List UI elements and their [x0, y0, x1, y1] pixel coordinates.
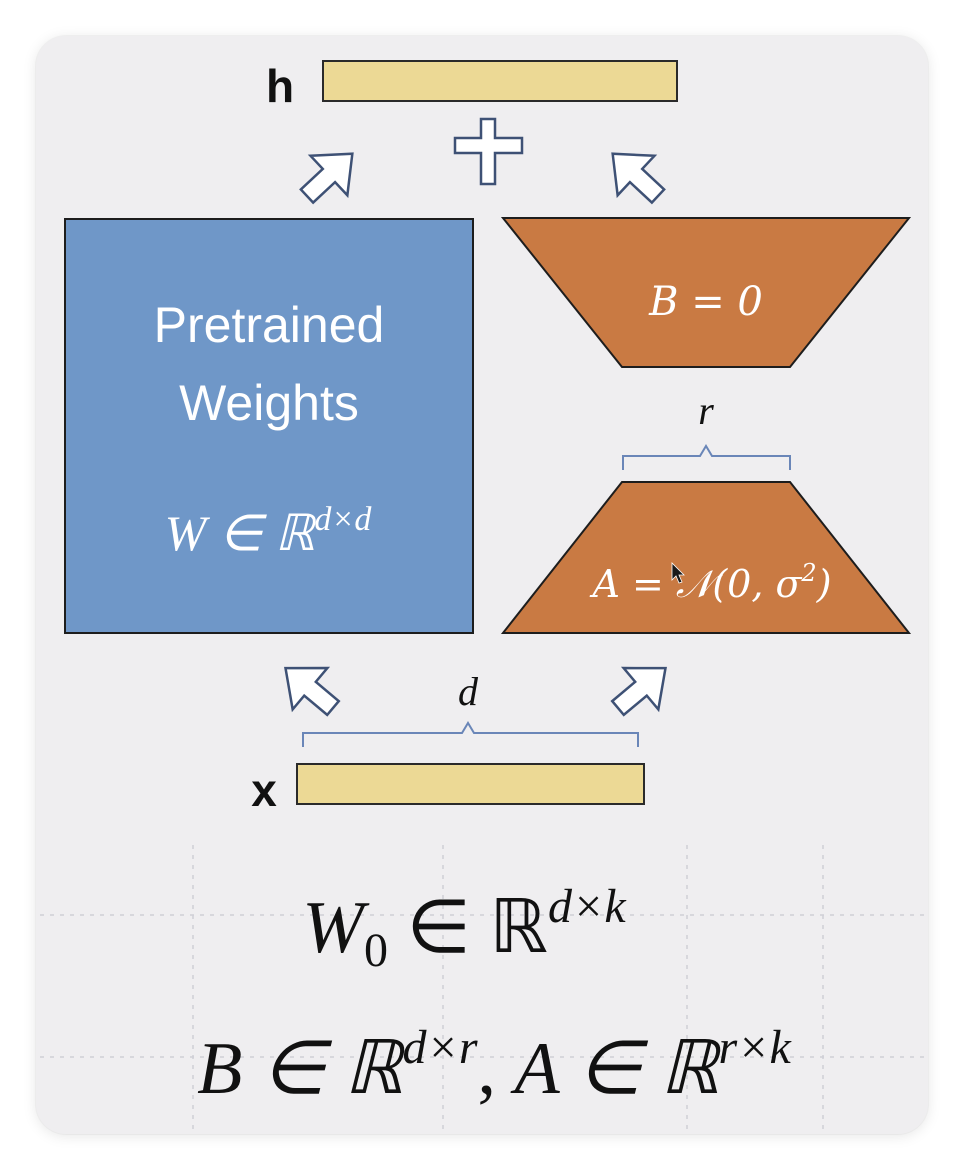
x-label: x — [251, 764, 277, 816]
weights-label: Weights — [179, 375, 359, 431]
mouse-cursor-icon — [671, 562, 685, 584]
equation-a-sup: r×k — [718, 1021, 792, 1074]
pretrained-math-sup: d×d — [314, 501, 372, 538]
r-label: r — [698, 388, 714, 433]
equation-a-base: A ∈ ℝ — [510, 1028, 722, 1110]
pretrained-math: W ∈ ℝd×d — [165, 501, 373, 561]
equation-w0-base: W — [302, 887, 370, 969]
equation-b-sup: d×r — [402, 1021, 477, 1074]
plus-icon — [453, 117, 524, 186]
arrow-up-right-bottom — [599, 646, 685, 730]
d-label: d — [458, 669, 479, 714]
equation-w0: W0 ∈ ℝd×k — [302, 880, 627, 977]
x-vector — [296, 763, 645, 805]
b-matrix-block — [500, 217, 912, 368]
arrow-up-left-bottom — [266, 646, 352, 730]
a-label-pre: A = 𝒩(0, σ — [589, 562, 802, 606]
pretrained-weights-block — [64, 218, 474, 634]
r-brace — [622, 444, 791, 470]
a-label-post: ) — [816, 562, 832, 606]
equation-w0-mid: ∈ ℝ — [388, 887, 548, 969]
a-matrix-block — [500, 481, 912, 634]
pretrained-math-base: W ∈ ℝ — [165, 505, 317, 561]
equation-b-base: B ∈ ℝ — [197, 1028, 406, 1110]
pretrained-label: Pretrained — [154, 297, 385, 353]
arrow-up-left-top — [592, 132, 678, 217]
background-grid — [40, 845, 925, 1130]
h-label: h — [266, 60, 294, 112]
equation-comma: , — [478, 1028, 515, 1110]
arrow-up-right-top — [287, 132, 373, 217]
a-label-sup: 2 — [800, 559, 816, 587]
a-label: A = 𝒩(0, σ2) — [589, 559, 831, 606]
equation-w0-sub: 0 — [364, 924, 388, 977]
d-brace — [302, 721, 639, 747]
b-label: B = 0 — [648, 279, 763, 325]
h-vector — [322, 60, 678, 102]
equation-w0-sup: d×k — [548, 880, 627, 933]
equation-b-a: B ∈ ℝd×r, A ∈ ℝr×k — [197, 1021, 792, 1110]
